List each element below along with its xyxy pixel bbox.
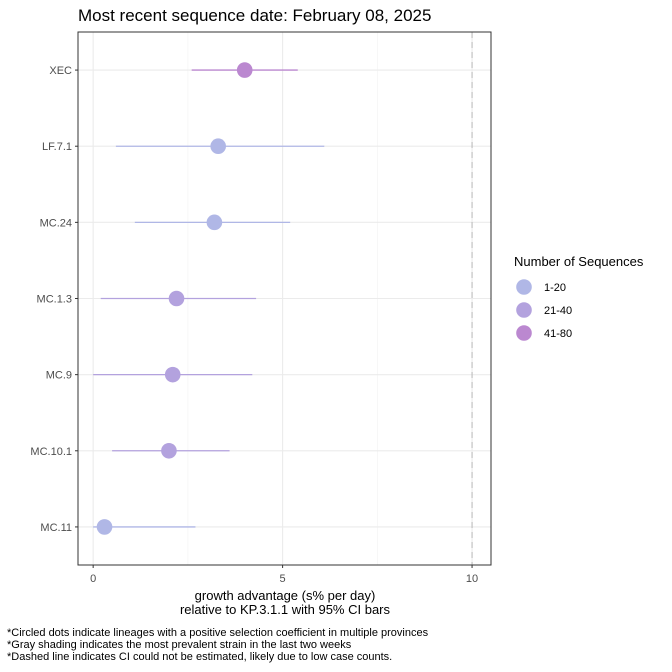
x-axis-title-line-1: growth advantage (s% per day) [195,588,376,603]
y-tick-label: MC.24 [40,217,72,229]
y-tick-label: MC.1.3 [37,294,72,306]
point-mc-24 [206,214,223,231]
x-tick-label: 10 [466,573,478,585]
y-tick-label: MC.10.1 [30,446,72,458]
y-tick-label: MC.9 [46,370,72,382]
footnote-1: *Circled dots indicate lineages with a p… [7,627,429,639]
legend: Number of Sequences 1-20 21-40 41-80 [514,254,644,341]
point-mc-9 [164,366,181,383]
point-mc-1-3 [168,290,185,307]
data-marks [93,62,325,535]
footnote-3: *Dashed line indicates CI could not be e… [7,651,392,663]
legend-label-21-40: 21-40 [544,305,572,317]
point-mc-10-1 [161,442,177,459]
legend-label-1-20: 1-20 [544,282,566,294]
legend-swatch-41-80 [516,325,532,341]
point-mc-11 [96,519,113,535]
legend-swatch-1-20 [516,279,532,295]
x-tick-label: 0 [90,573,96,585]
legend-label-41-80: 41-80 [544,328,572,340]
footnote-2: *Gray shading indicates the most prevale… [7,639,352,651]
y-tick-label: MC.11 [40,522,72,534]
chart-title: Most recent sequence date: February 08, … [78,6,431,25]
point-xec [236,62,253,78]
y-axis: XEC LF.7.1 MC.24 MC.1.3 MC.9 MC.10.1 MC.11 [30,65,78,534]
x-axis-title-line-2: relative to KP.3.1.1 with 95% CI bars [180,602,391,617]
y-tick-label: XEC [49,65,72,77]
legend-swatch-21-40 [516,302,532,318]
y-tick-label: LF.7.1 [42,141,72,153]
x-axis: 0 5 10 [90,565,478,585]
x-tick-label: 5 [280,573,286,585]
point-lf-7-1 [210,138,226,155]
legend-title: Number of Sequences [514,254,644,269]
